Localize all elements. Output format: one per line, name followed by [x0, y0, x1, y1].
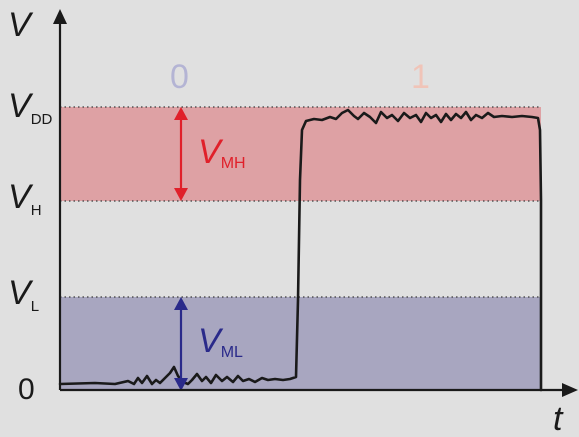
bit-high-label: 1 [411, 58, 430, 96]
vh-label: VH [8, 178, 42, 219]
x-axis-arrowhead [562, 383, 578, 397]
y-axis-arrowhead [53, 9, 67, 24]
y-axis-label: V [8, 6, 34, 44]
x-axis-label: t [553, 400, 564, 437]
vml-arrow [174, 297, 188, 391]
signal-waveform [58, 108, 543, 392]
vl-label: VL [8, 274, 39, 315]
vmh-label: VMH [198, 133, 246, 172]
zero-level-label: 0 [18, 373, 35, 406]
vdd-label: VDD [8, 87, 53, 128]
vmh-arrow [174, 107, 188, 201]
low-level-band [60, 297, 541, 390]
bit-low-label: 0 [170, 58, 189, 96]
vml-label: VML [198, 322, 243, 361]
